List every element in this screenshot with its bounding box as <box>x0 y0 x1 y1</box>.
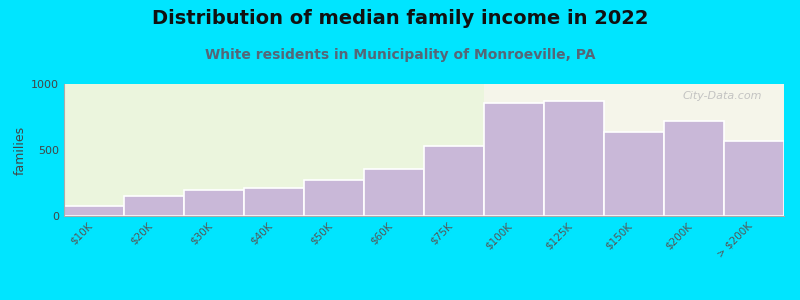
Bar <box>184 190 244 216</box>
Bar <box>604 131 664 216</box>
Bar <box>64 206 124 216</box>
Bar <box>304 180 364 216</box>
Bar <box>484 103 544 216</box>
Text: White residents in Municipality of Monroeville, PA: White residents in Municipality of Monro… <box>205 48 595 62</box>
Bar <box>424 146 484 216</box>
Bar <box>244 188 304 216</box>
Text: Distribution of median family income in 2022: Distribution of median family income in … <box>152 9 648 28</box>
Text: City-Data.com: City-Data.com <box>683 91 762 100</box>
Bar <box>544 101 604 216</box>
Bar <box>64 84 484 216</box>
Bar <box>124 196 184 216</box>
Y-axis label: families: families <box>14 125 27 175</box>
Bar <box>724 141 784 216</box>
Bar <box>364 169 424 216</box>
Bar <box>664 121 724 216</box>
